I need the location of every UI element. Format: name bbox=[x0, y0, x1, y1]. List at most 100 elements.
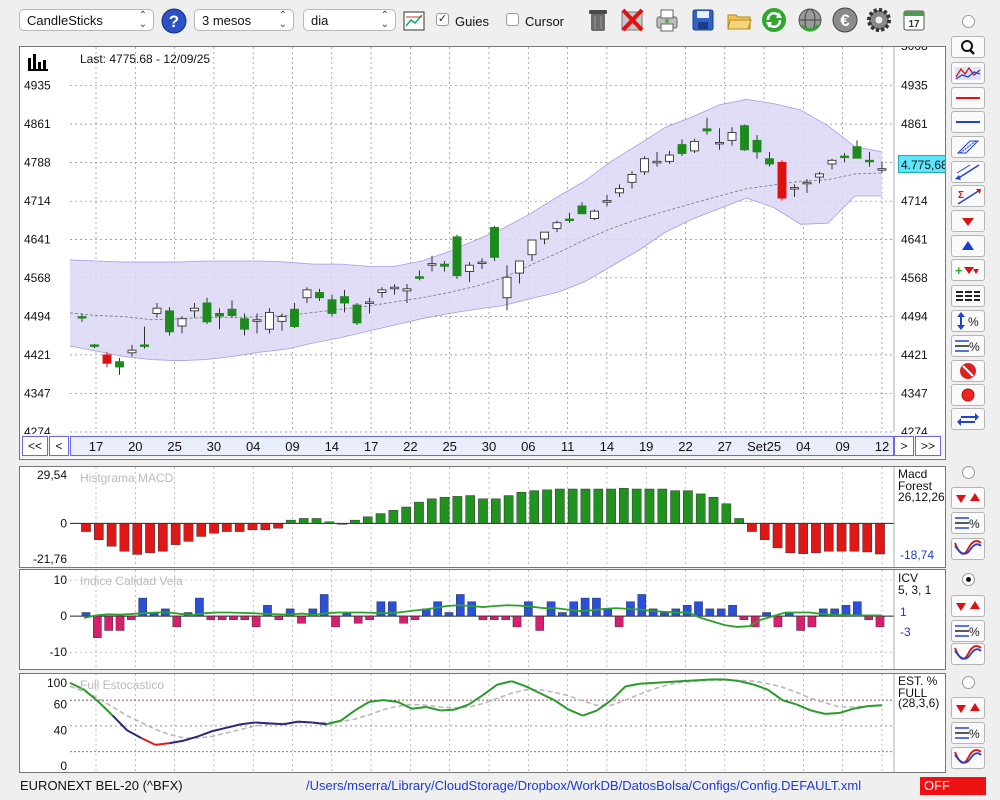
icv-panel-radio[interactable] bbox=[962, 573, 975, 586]
candle-body bbox=[77, 316, 87, 319]
icv-chart[interactable]: 10 0 -10 bbox=[20, 570, 945, 669]
stochastic-k-segment bbox=[126, 729, 142, 739]
price-chart[interactable]: 4935493548614861478847884714471446414641… bbox=[20, 47, 945, 459]
current-price-marker: 4.775,68 bbox=[898, 155, 946, 173]
help-icon[interactable]: ? bbox=[161, 8, 187, 34]
indicator-bar bbox=[375, 513, 386, 524]
macd-chart[interactable]: 29,54 0 -21,76 bbox=[20, 467, 945, 567]
candle-body bbox=[452, 236, 462, 277]
stochastic-curve-button[interactable] bbox=[951, 747, 985, 769]
guides-checkbox[interactable]: ✓ bbox=[436, 13, 449, 26]
nav-first-button[interactable]: << bbox=[22, 436, 48, 456]
indicator-bar bbox=[619, 487, 629, 524]
stochastic-chart[interactable]: 100 60 40 0 bbox=[20, 674, 945, 772]
indicator-bar bbox=[478, 615, 488, 620]
euro-icon[interactable]: € bbox=[832, 7, 858, 33]
indicator-bar bbox=[388, 510, 399, 524]
hline-red-button[interactable] bbox=[951, 87, 985, 109]
icv-curve-button[interactable] bbox=[951, 643, 985, 665]
icv-panel[interactable]: 10 0 -10 Indice Calidad Vela ICV 5, 3, 1 1… bbox=[19, 569, 946, 670]
main-chart-panel[interactable]: 4935493548614861478847884714471446414641… bbox=[19, 46, 946, 460]
period-select[interactable]: 3 mesos ⌃ ⌄ bbox=[194, 9, 294, 31]
candle-body bbox=[227, 308, 237, 317]
config-path-link[interactable]: /Users/mserra/Library/CloudStorage/Dropb… bbox=[306, 778, 862, 793]
nav-last-button[interactable]: >> bbox=[915, 436, 941, 456]
nav-next-button[interactable]: > bbox=[894, 436, 914, 456]
bollinger-lower-line bbox=[69, 195, 882, 362]
refresh-icon[interactable] bbox=[761, 7, 787, 33]
macd-pct-button[interactable]: % bbox=[951, 512, 985, 534]
world-refresh-icon[interactable] bbox=[797, 7, 823, 33]
stop-button[interactable] bbox=[951, 360, 985, 382]
indicator-bar bbox=[297, 615, 306, 624]
folder-icon[interactable] bbox=[726, 7, 752, 33]
indicator-bar bbox=[286, 519, 296, 524]
stochastic-k-segment bbox=[482, 683, 498, 696]
sigma-tool-button[interactable]: Σ bbox=[951, 185, 985, 207]
main-panel-radio[interactable] bbox=[962, 15, 975, 28]
channel-tool-button[interactable] bbox=[951, 136, 985, 158]
cursor-checkbox[interactable] bbox=[506, 13, 519, 26]
candle bbox=[102, 351, 112, 367]
candle-body bbox=[865, 159, 874, 163]
indicator-bar bbox=[682, 605, 692, 617]
indicator-bar bbox=[785, 523, 796, 554]
interval-select[interactable]: dia ⌃ ⌄ bbox=[303, 9, 396, 31]
macd-panel[interactable]: 29,54 0 -21,76 Histgrama MACD Macd Forest … bbox=[19, 466, 946, 568]
hline-blue-button[interactable] bbox=[951, 111, 985, 133]
nav-prev-button[interactable]: < bbox=[49, 436, 69, 456]
arrow-up-blue-button[interactable] bbox=[951, 235, 985, 257]
svg-text:%: % bbox=[969, 727, 980, 741]
stochastic-k-segment bbox=[83, 689, 100, 703]
arrow-down-red-button[interactable] bbox=[951, 210, 985, 232]
record-button[interactable] bbox=[951, 384, 985, 406]
signals-tool-button[interactable]: + bbox=[951, 259, 985, 281]
icv-pct-button[interactable]: % bbox=[951, 620, 985, 642]
candle-body bbox=[127, 349, 137, 354]
indicator-bar bbox=[762, 612, 771, 617]
table-view-button[interactable] bbox=[951, 285, 985, 307]
delete-icon[interactable] bbox=[619, 7, 645, 33]
x-axis-labels: 17 20 25 30 04 09 14 17 22 25 30 06 11 14 19 22 27 Set25 0… bbox=[89, 439, 889, 454]
indicator-bar bbox=[426, 498, 437, 524]
candle-body bbox=[440, 263, 449, 267]
gear-icon[interactable] bbox=[866, 7, 892, 33]
indicator-bar bbox=[452, 496, 463, 524]
macd-curve-button[interactable] bbox=[951, 538, 985, 560]
stochastic-panel-radio[interactable] bbox=[962, 676, 975, 689]
zoom-button[interactable] bbox=[951, 36, 985, 58]
lines-pct-button[interactable]: % bbox=[951, 335, 985, 357]
svg-text:17: 17 bbox=[908, 19, 920, 30]
line-chart-icon[interactable] bbox=[403, 11, 425, 31]
chart-view-button[interactable] bbox=[951, 62, 985, 84]
indicator-bar bbox=[648, 608, 658, 617]
macd-panel-radio[interactable] bbox=[962, 466, 975, 479]
print-icon[interactable] bbox=[654, 7, 680, 33]
calendar-icon[interactable]: 17 bbox=[901, 7, 927, 33]
stochastic-k-segment bbox=[326, 719, 341, 726]
range-pct-button[interactable]: % bbox=[951, 310, 985, 332]
trash-icon[interactable] bbox=[585, 7, 611, 33]
candle-body bbox=[677, 144, 687, 154]
chart-style-select[interactable]: CandleSticks ⌃ ⌄ bbox=[19, 9, 154, 31]
candle-body bbox=[402, 288, 412, 292]
icv-signals-button[interactable] bbox=[951, 595, 985, 617]
indicator-bar bbox=[222, 523, 232, 532]
trendline-tool-button[interactable] bbox=[951, 161, 985, 183]
nav-last-label: >> bbox=[920, 439, 935, 453]
macd-signals-button[interactable] bbox=[951, 487, 985, 509]
status-toggle[interactable]: OFF bbox=[920, 777, 986, 795]
indicator-bar bbox=[490, 615, 499, 620]
candle-body bbox=[715, 142, 724, 145]
date-nav-bar[interactable]: << < 17 20 25 30 04 09 14 17 22 25 30 06 11 14 19 22 27 S… bbox=[20, 434, 945, 458]
candle bbox=[202, 297, 212, 324]
stochastic-pct-button[interactable]: % bbox=[951, 722, 985, 744]
x-tick-label: 06 bbox=[521, 439, 535, 454]
swap-button[interactable] bbox=[951, 408, 985, 430]
save-icon[interactable] bbox=[690, 7, 716, 33]
indicator-bar bbox=[567, 488, 578, 524]
stochastic-signals-button[interactable] bbox=[951, 697, 985, 719]
stochastic-panel[interactable]: 100 60 40 0 Full Estocastico EST. % FULL (2… bbox=[19, 673, 946, 773]
x-tick-label: 30 bbox=[207, 439, 221, 454]
svg-text:+: + bbox=[955, 263, 963, 278]
